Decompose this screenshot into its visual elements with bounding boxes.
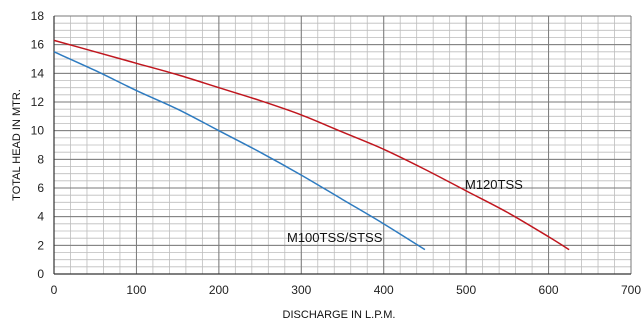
x-tick-label: 100 xyxy=(126,283,146,297)
series-label-m120: M120TSS xyxy=(465,177,523,192)
x-axis-title: DISCHARGE IN L.P.M. xyxy=(283,309,396,321)
series-line-m120tss xyxy=(53,39,570,251)
y-tick-label: 2 xyxy=(37,238,44,252)
y-tick-label: 12 xyxy=(31,95,45,109)
y-tick-labels: 0 2 4 6 8 10 12 14 16 18 xyxy=(31,9,45,281)
x-tick-label: 400 xyxy=(374,283,394,297)
series-line-m100tss-stss xyxy=(53,51,426,251)
x-tick-label: 500 xyxy=(456,283,476,297)
y-tick-label: 8 xyxy=(37,152,44,166)
x-tick-label: 300 xyxy=(291,283,311,297)
y-tick-label: 14 xyxy=(31,66,45,80)
axes xyxy=(53,16,631,275)
x-tick-label: 200 xyxy=(209,283,229,297)
y-axis-title: TOTAL HEAD IN MTR. xyxy=(11,89,23,201)
y-tick-label: 16 xyxy=(31,38,45,52)
x-tick-label: 0 xyxy=(51,283,58,297)
series-lines xyxy=(53,39,570,251)
y-tick-label: 10 xyxy=(31,124,45,138)
y-tick-label: 18 xyxy=(31,9,45,23)
series-label-m100: M100TSS/STSS xyxy=(287,230,383,245)
x-tick-label: 700 xyxy=(621,283,641,297)
grid xyxy=(53,15,632,275)
x-tick-label: 600 xyxy=(539,283,559,297)
x-tick-labels: 0 100 200 300 400 500 600 700 xyxy=(51,283,641,297)
y-tick-label: 6 xyxy=(37,181,44,195)
y-tick-label: 4 xyxy=(37,210,44,224)
y-tick-label: 0 xyxy=(37,267,44,281)
